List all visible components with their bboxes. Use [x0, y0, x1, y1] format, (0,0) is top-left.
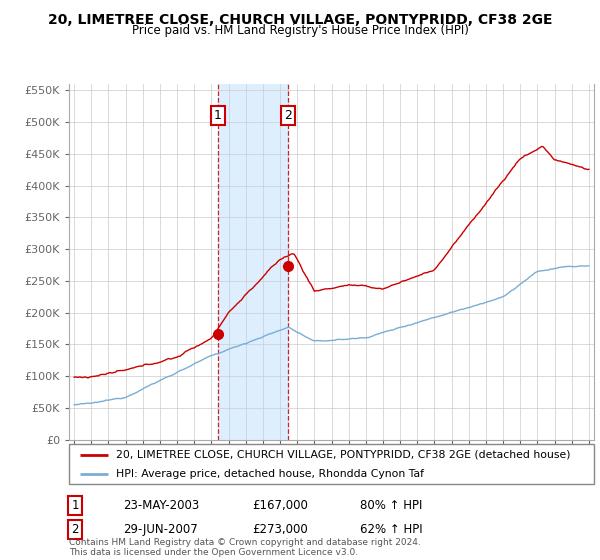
Text: £167,000: £167,000 [252, 498, 308, 512]
Text: 23-MAY-2003: 23-MAY-2003 [123, 498, 199, 512]
Text: Price paid vs. HM Land Registry's House Price Index (HPI): Price paid vs. HM Land Registry's House … [131, 24, 469, 38]
Text: 80% ↑ HPI: 80% ↑ HPI [360, 498, 422, 512]
Text: 29-JUN-2007: 29-JUN-2007 [123, 522, 198, 536]
Text: 20, LIMETREE CLOSE, CHURCH VILLAGE, PONTYPRIDD, CF38 2GE (detached house): 20, LIMETREE CLOSE, CHURCH VILLAGE, PONT… [116, 450, 571, 460]
Text: 62% ↑ HPI: 62% ↑ HPI [360, 522, 422, 536]
Text: 1: 1 [71, 498, 79, 512]
Text: £273,000: £273,000 [252, 522, 308, 536]
FancyBboxPatch shape [69, 444, 594, 484]
Text: HPI: Average price, detached house, Rhondda Cynon Taf: HPI: Average price, detached house, Rhon… [116, 469, 424, 478]
Text: Contains HM Land Registry data © Crown copyright and database right 2024.
This d: Contains HM Land Registry data © Crown c… [69, 538, 421, 557]
Text: 1: 1 [214, 109, 222, 122]
Text: 20, LIMETREE CLOSE, CHURCH VILLAGE, PONTYPRIDD, CF38 2GE: 20, LIMETREE CLOSE, CHURCH VILLAGE, PONT… [48, 13, 552, 27]
Bar [218, 84, 289, 440]
Text: 2: 2 [71, 522, 79, 536]
Text: 2: 2 [284, 109, 292, 122]
